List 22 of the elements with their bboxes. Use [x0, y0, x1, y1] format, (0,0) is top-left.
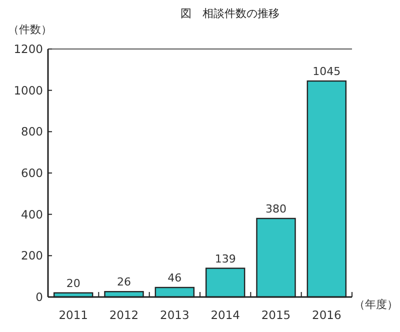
- y-axis-title: （件数）: [8, 23, 52, 36]
- data-label: 20: [66, 276, 80, 290]
- x-tick-label: 2012: [109, 308, 139, 322]
- data-label: 26: [117, 276, 131, 289]
- y-tick-label: 0: [36, 290, 43, 304]
- chart-title: 図 相談件数の推移: [180, 7, 280, 20]
- y-tick-label: 800: [21, 124, 43, 139]
- y-tick-label: 400: [21, 207, 43, 222]
- data-label: 46: [168, 271, 182, 284]
- x-tick-label: 2016: [312, 308, 342, 322]
- y-tick-label: 200: [21, 248, 43, 263]
- x-axis-title: （年度）: [354, 298, 398, 311]
- x-tick-label: 2013: [160, 308, 190, 322]
- y-tick-label: 600: [21, 166, 43, 180]
- x-tick-label: 2011: [58, 308, 88, 322]
- x-tick-label: 2014: [210, 308, 240, 322]
- y-tick-label: 1000: [14, 83, 43, 98]
- data-label: 1045: [312, 65, 341, 78]
- data-label: 380: [266, 202, 286, 216]
- data-label: 139: [214, 252, 236, 266]
- x-tick-label: 2015: [261, 308, 291, 322]
- y-tick-label: 1200: [14, 42, 43, 56]
